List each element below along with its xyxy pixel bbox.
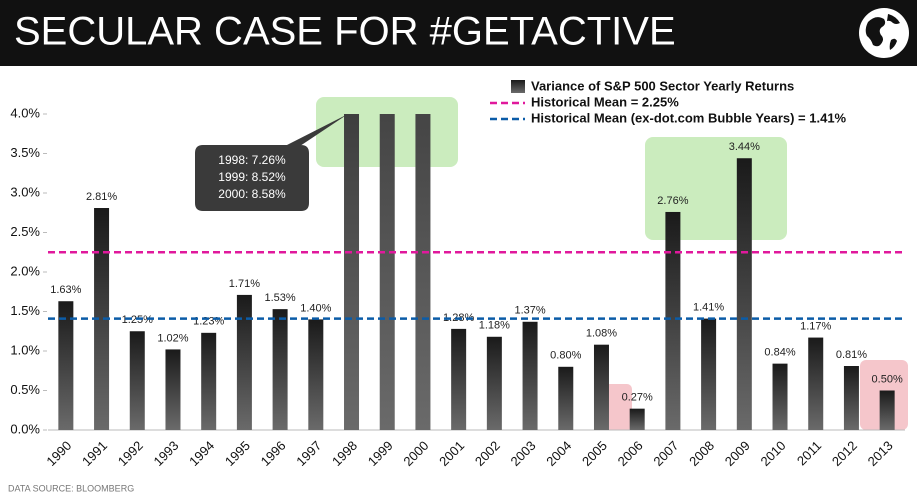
- value-label: 0.81%: [836, 349, 867, 361]
- value-label: 1.40%: [300, 302, 331, 314]
- callout-text: 2000: 8.58%: [218, 187, 286, 201]
- bar: [94, 208, 110, 430]
- header-bar: [0, 0, 917, 66]
- bar: [129, 331, 145, 430]
- x-tick-label: 2003: [508, 438, 539, 469]
- bar: [593, 344, 609, 430]
- value-label: 1.71%: [229, 278, 260, 290]
- bar: [665, 211, 681, 430]
- callout: 1998: 7.26% 1999: 8.52% 2000: 8.58%: [195, 114, 348, 211]
- value-label: 1.41%: [693, 302, 724, 314]
- legend-label: Variance of S&P 500 Sector Yearly Return…: [531, 78, 794, 93]
- y-tick-label: 4.0%: [10, 105, 40, 120]
- value-label: 3.44%: [729, 141, 760, 153]
- bar: [415, 114, 431, 430]
- bar: [451, 328, 467, 430]
- bars: [58, 114, 895, 431]
- bar: [486, 336, 502, 430]
- x-tick-label: 2004: [543, 438, 574, 469]
- value-label: 1.18%: [479, 320, 510, 332]
- callout-text: 1998: 7.26%: [218, 153, 286, 167]
- y-tick-label: 1.5%: [10, 303, 40, 318]
- legend-swatch: [511, 80, 525, 93]
- x-tick-label: 2011: [794, 438, 824, 468]
- legend-label: Historical Mean = 2.25%: [531, 94, 679, 109]
- x-tick-label: 2002: [472, 438, 503, 469]
- x-tick-label: 2013: [865, 438, 896, 469]
- bar: [522, 321, 538, 430]
- value-label: 2.81%: [86, 191, 117, 203]
- bar: [344, 114, 360, 430]
- bar: [629, 408, 645, 430]
- page-title: SECULAR CASE FOR #GETACTIVE: [14, 10, 676, 54]
- bar: [308, 319, 324, 430]
- y-tick-label: 3.0%: [10, 184, 40, 199]
- x-tick-label: 2012: [829, 438, 860, 469]
- x-tick-label: 1997: [293, 438, 324, 469]
- bar: [165, 349, 181, 430]
- x-tick-label: 2007: [650, 438, 681, 469]
- legend-label: Historical Mean (ex-dot.com Bubble Years…: [531, 110, 847, 125]
- bar: [379, 114, 395, 431]
- x-tick-label: 1994: [186, 438, 217, 469]
- x-tick-label: 1999: [365, 438, 396, 469]
- callout-text: 1999: 8.52%: [218, 170, 286, 184]
- bar: [879, 390, 895, 430]
- source-note: DATA SOURCE: BLOOMBERG: [8, 483, 134, 493]
- bar: [808, 337, 824, 430]
- value-label: 1.08%: [586, 328, 617, 340]
- bar: [58, 301, 74, 430]
- value-label: 0.27%: [622, 392, 653, 404]
- x-tick-label: 2010: [758, 438, 789, 469]
- x-tick-label: 2006: [615, 438, 646, 469]
- legend: Variance of S&P 500 Sector Yearly Return…: [490, 78, 847, 125]
- bar: [843, 366, 859, 430]
- y-tick-label: 0.0%: [10, 421, 40, 436]
- y-tick-label: 2.5%: [10, 224, 40, 239]
- bar: [558, 366, 574, 430]
- value-label: 0.84%: [764, 347, 795, 359]
- bar: [772, 363, 788, 430]
- value-label: 1.53%: [265, 292, 296, 304]
- x-tick-label: 1993: [150, 438, 181, 469]
- value-label: 0.50%: [872, 373, 903, 385]
- x-tick-label: 1992: [115, 438, 146, 469]
- x-tick-label: 2001: [436, 438, 467, 469]
- y-tick-label: 1.0%: [10, 342, 40, 357]
- value-label: 1.25%: [122, 314, 153, 326]
- bar: [272, 309, 288, 430]
- plot: 0.0% 0.5% 1.0% 1.5% 2.0% 2.5% 3.0% 3.5% 4.0% 1990…: [10, 105, 905, 469]
- highlight-box: [603, 384, 632, 430]
- value-label: 1.63%: [50, 284, 81, 296]
- y-tick-label: 2.0%: [10, 263, 40, 278]
- x-tick-label: 2005: [579, 438, 610, 469]
- value-label: 1.17%: [800, 320, 831, 332]
- x-tick-label: 1991: [79, 438, 110, 469]
- x-tick-label: 2009: [722, 438, 753, 469]
- x-tick-label: 2000: [400, 438, 431, 469]
- value-label: 1.02%: [157, 332, 188, 344]
- y-tick-label: 0.5%: [10, 382, 40, 397]
- value-label: 0.80%: [550, 350, 581, 362]
- bar: [236, 294, 252, 430]
- value-label: 1.37%: [514, 305, 545, 317]
- x-tick-label: 1990: [43, 438, 74, 469]
- value-label: 2.76%: [657, 195, 688, 207]
- x-tick-label: 2008: [686, 438, 717, 469]
- bar: [736, 158, 752, 431]
- bar: [701, 318, 717, 430]
- x-tick-label: 1995: [222, 438, 253, 469]
- globe-icon: [859, 8, 909, 58]
- bar: [201, 332, 217, 430]
- y-tick-label: 3.5%: [10, 145, 40, 160]
- x-tick-label: 1996: [258, 438, 289, 469]
- x-tick-label: 1998: [329, 438, 360, 469]
